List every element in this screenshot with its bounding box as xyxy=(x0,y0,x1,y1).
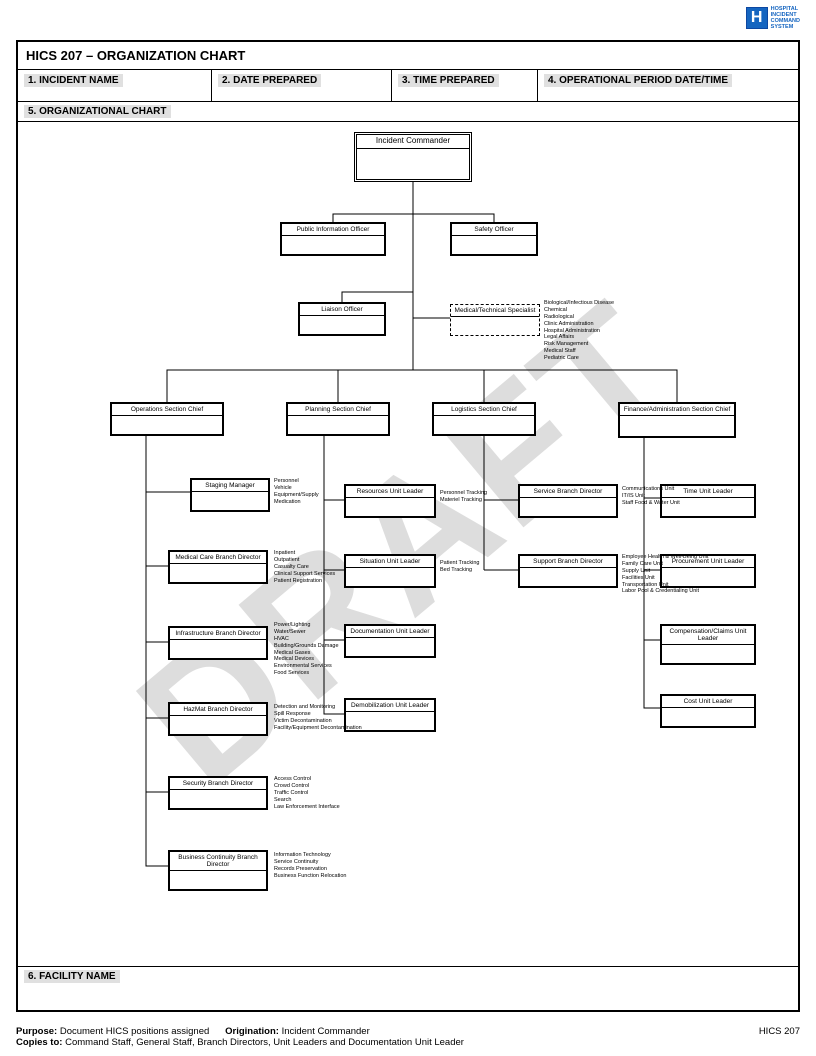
org-node-psc: Planning Section Chief xyxy=(286,402,390,436)
section-5-label: 5. ORGANIZATIONAL CHART xyxy=(18,102,798,122)
org-sublist: PersonnelVehicleEquipment/SupplyMedicati… xyxy=(274,478,319,506)
org-sublist: Information TechnologyService Continuity… xyxy=(274,852,346,880)
org-node-mcbd: Medical Care Branch Director xyxy=(168,550,268,584)
form-title: HICS 207 – ORGANIZATION CHART xyxy=(18,42,798,70)
header-date-prepared: 2. DATE PREPARED xyxy=(212,70,392,101)
org-node-hbd: HazMat Branch Director xyxy=(168,702,268,736)
org-node-rul: Resources Unit Leader xyxy=(344,484,436,518)
org-node-mts: Medical/Technical Specialist xyxy=(450,304,540,336)
header-row: 1. INCIDENT NAME 2. DATE PREPARED 3. TIM… xyxy=(18,70,798,102)
logo: H HOSPITALINCIDENTCOMMANDSYSTEM xyxy=(746,6,800,30)
org-node-lo: Liaison Officer xyxy=(298,302,386,336)
form-code: HICS 207 xyxy=(759,1026,800,1037)
org-node-ccul: Compensation/Claims Unit Leader xyxy=(660,624,756,665)
logo-text: HOSPITALINCIDENTCOMMANDSYSTEM xyxy=(771,6,800,30)
org-node-bcbd: Business Continuity Branch Director xyxy=(168,850,268,891)
org-node-fasc: Finance/Administration Section Chief xyxy=(618,402,736,438)
org-node-ibd: Infrastructure Branch Director xyxy=(168,626,268,660)
section-6-label: 6. FACILITY NAME xyxy=(18,966,798,992)
org-sublist: Power/LightingWater/SewerHVACBuilding/Gr… xyxy=(274,622,339,677)
org-sublist: Employee Health & Well-Being UnitFamily … xyxy=(622,554,708,595)
org-sublist: Personnel TrackingMateriel Tracking xyxy=(440,490,487,504)
org-node-cul: Cost Unit Leader xyxy=(660,694,756,728)
org-node-sul: Situation Unit Leader xyxy=(344,554,436,588)
form-border: HICS 207 – ORGANIZATION CHART 1. INCIDEN… xyxy=(16,40,800,1012)
org-node-sm: Staging Manager xyxy=(190,478,270,512)
header-operational-period: 4. OPERATIONAL PERIOD DATE/TIME xyxy=(538,70,798,101)
org-sublist: Access ControlCrowd ControlTraffic Contr… xyxy=(274,776,340,810)
org-node-lsc: Logistics Section Chief xyxy=(432,402,536,436)
org-node-dul: Documentation Unit Leader xyxy=(344,624,436,658)
org-node-so: Safety Officer xyxy=(450,222,538,256)
org-sublist: Detection and MonitoringSpill ResponseVi… xyxy=(274,704,362,732)
org-chart: DRAFT Incident CommanderPublic Informati… xyxy=(18,122,798,966)
header-time-prepared: 3. TIME PREPARED xyxy=(392,70,538,101)
org-node-osc: Operations Section Chief xyxy=(110,402,224,436)
org-sublist: Communications UnitIT/IS UnitStaff Food … xyxy=(622,486,680,507)
chart-connectors xyxy=(18,122,798,966)
org-node-supbd: Support Branch Director xyxy=(518,554,618,588)
org-sublist: Patient TrackingBed Tracking xyxy=(440,560,479,574)
footer-text: HICS 207 Purpose: Document HICS position… xyxy=(16,1026,800,1048)
header-incident-name: 1. INCIDENT NAME xyxy=(18,70,212,101)
org-node-sbd: Security Branch Director xyxy=(168,776,268,810)
logo-icon: H xyxy=(746,7,768,29)
org-node-pio: Public Information Officer xyxy=(280,222,386,256)
org-node-ic: Incident Commander xyxy=(354,132,472,182)
org-sublist: Biological/Infectious DiseaseChemicalRad… xyxy=(544,300,614,362)
org-sublist: InpatientOutpatientCasualty CareClinical… xyxy=(274,550,335,584)
org-node-srvbd: Service Branch Director xyxy=(518,484,618,518)
